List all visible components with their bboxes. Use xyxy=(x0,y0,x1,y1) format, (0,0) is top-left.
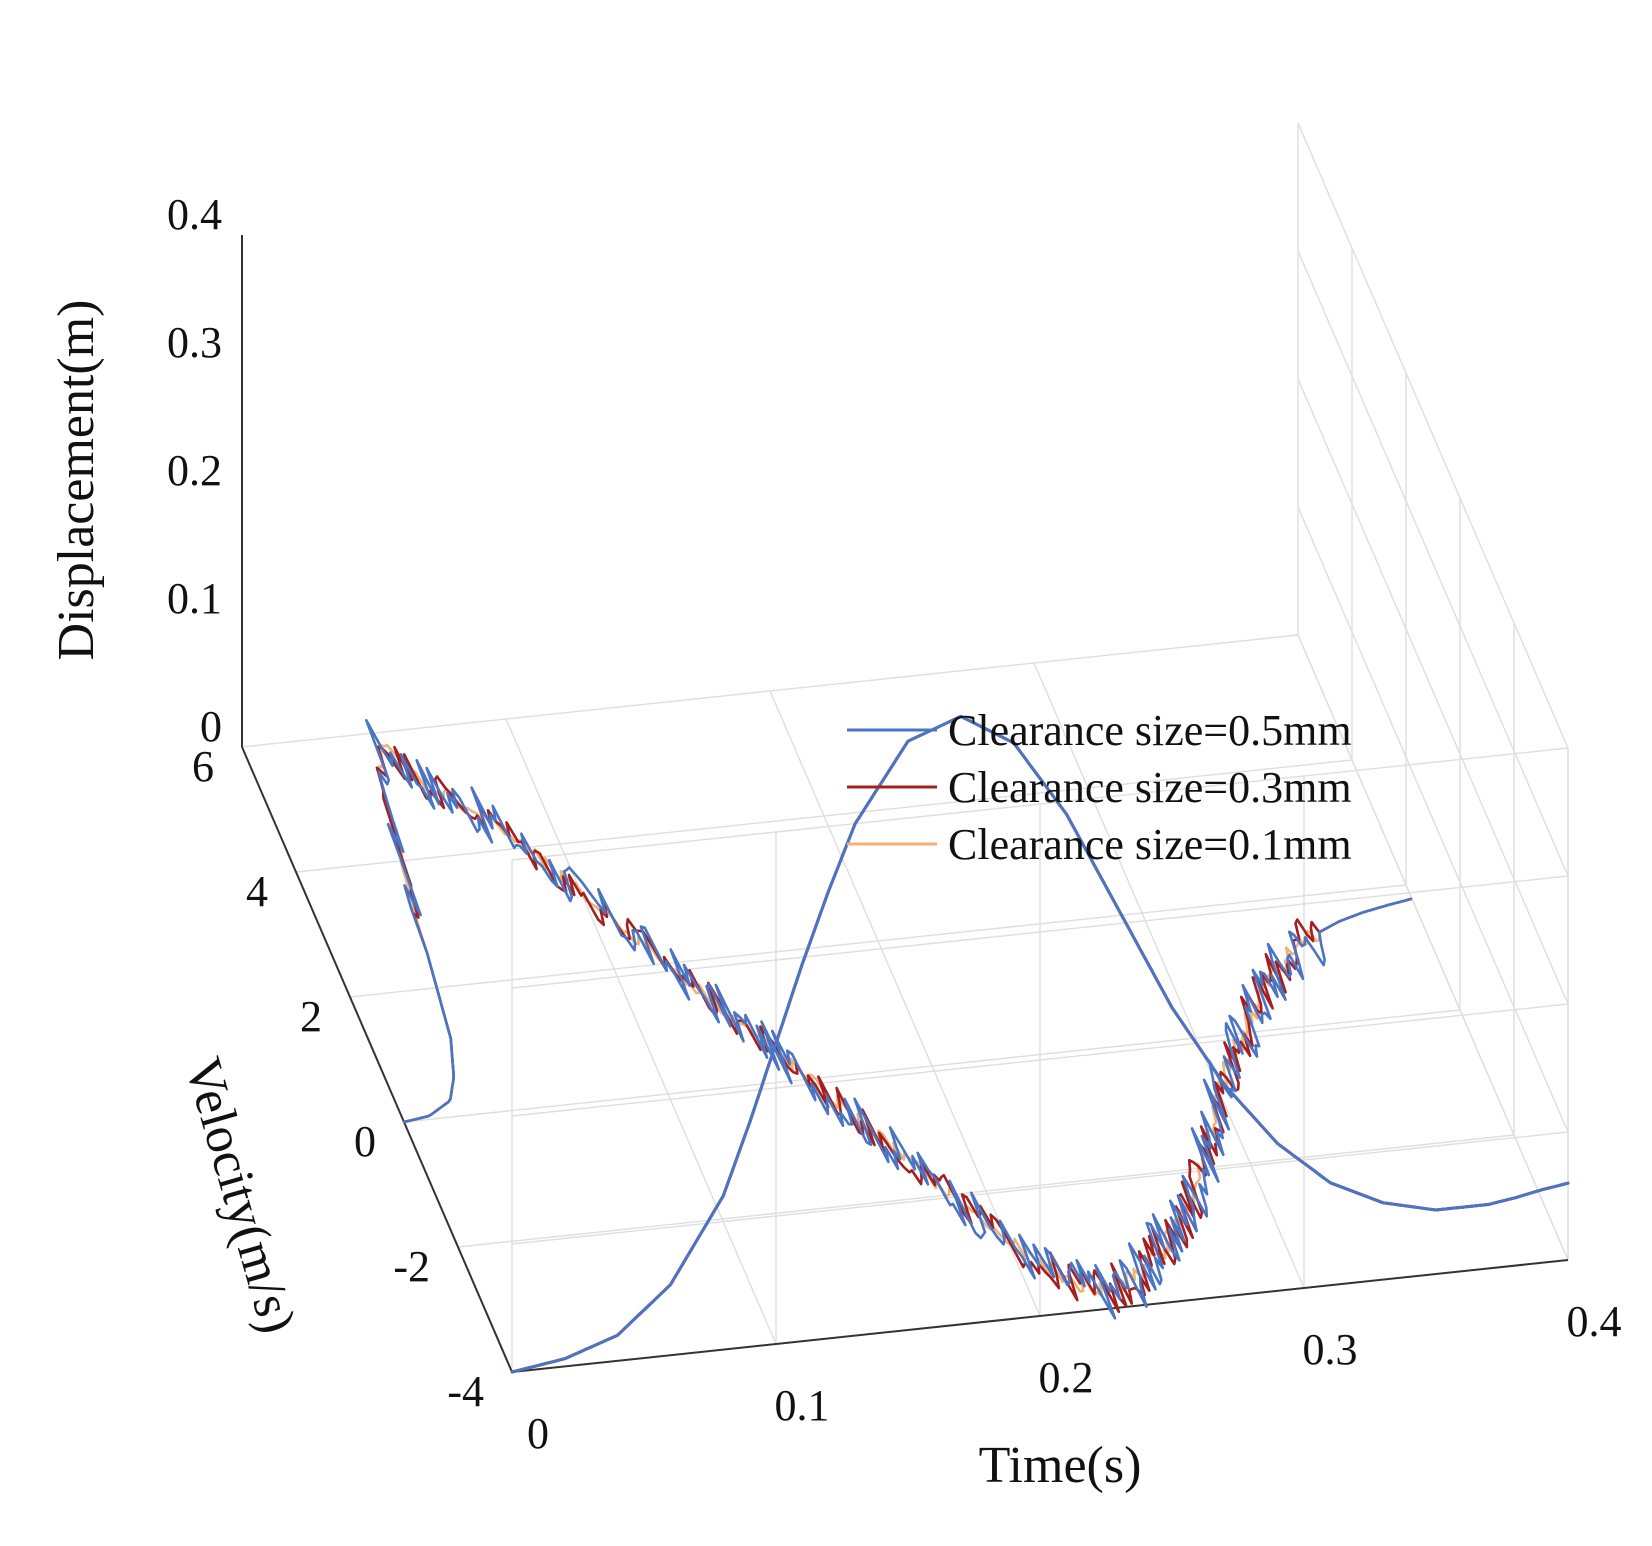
legend-label-1: Clearance size=0.3mm xyxy=(948,763,1352,812)
y-tick-label-2: 0 xyxy=(354,1117,376,1166)
grid-line-floor-time-2 xyxy=(769,690,1041,1317)
velocity-axis-line xyxy=(241,746,513,1373)
grid-line-wall-disp-2 xyxy=(511,1003,1569,1117)
y-tick-label-0: -4 xyxy=(447,1367,484,1416)
y-tick-label-1: -2 xyxy=(393,1242,430,1291)
grid-line-floor-velocity-4 xyxy=(295,759,1353,873)
grid-line-side-disp-0 xyxy=(1297,634,1569,1261)
grid-line-floor-velocity-3 xyxy=(349,884,1407,998)
grid-line-side-disp-3 xyxy=(1297,250,1569,877)
x-tick-label-2: 0.2 xyxy=(1039,1353,1094,1402)
grid-line-side-disp-2 xyxy=(1297,378,1569,1005)
grid-line-side-disp-4 xyxy=(1297,122,1569,749)
legend-label-0: Clearance size=0.5mm xyxy=(948,706,1352,755)
x-axis-label: Time(s) xyxy=(979,1437,1142,1494)
y-tick-label-4: 4 xyxy=(246,867,268,916)
grid-line-wall-disp-4 xyxy=(511,747,1569,861)
grid-line-side-disp-1 xyxy=(1297,506,1569,1133)
grid-line-floor-velocity-2 xyxy=(403,1009,1461,1123)
x-tick-label-1: 0.1 xyxy=(775,1381,830,1430)
y-tick-label-5: 6 xyxy=(192,742,214,791)
series-layer xyxy=(364,714,1570,1374)
y-axis-label: Velocity(m/s) xyxy=(173,1052,306,1340)
z-tick-label-4: 0.4 xyxy=(167,190,222,239)
legend: Clearance size=0.5mm Clearance size=0.3m… xyxy=(847,706,1352,869)
z-tick-label-0: 0 xyxy=(200,702,222,751)
grid-line-floor-time-3 xyxy=(1033,662,1305,1289)
x-tick-label-4: 0.4 xyxy=(1567,1297,1622,1346)
time-axis-line xyxy=(511,1259,1569,1373)
x-tick-label-0: 0 xyxy=(527,1409,549,1458)
displacement-line-0 xyxy=(510,714,1570,1374)
z-tick-label-1: 0.1 xyxy=(167,574,222,623)
grid-line-floor-velocity-1 xyxy=(457,1134,1515,1248)
grid-line-floor-velocity-5 xyxy=(241,634,1299,748)
z-tick-label-2: 0.2 xyxy=(167,446,222,495)
legend-label-2: Clearance size=0.1mm xyxy=(948,820,1352,869)
grid-line-wall-disp-1 xyxy=(511,1131,1569,1245)
x-tick-label-3: 0.3 xyxy=(1303,1325,1358,1374)
z-tick-label-3: 0.3 xyxy=(167,318,222,367)
axes-layer xyxy=(241,235,1569,1373)
grid-line-floor-time-1 xyxy=(505,718,777,1345)
z-axis-label: Displacement(m) xyxy=(48,300,105,661)
y-tick-label-3: 2 xyxy=(300,992,322,1041)
velocity-line-0 xyxy=(364,718,1413,1320)
